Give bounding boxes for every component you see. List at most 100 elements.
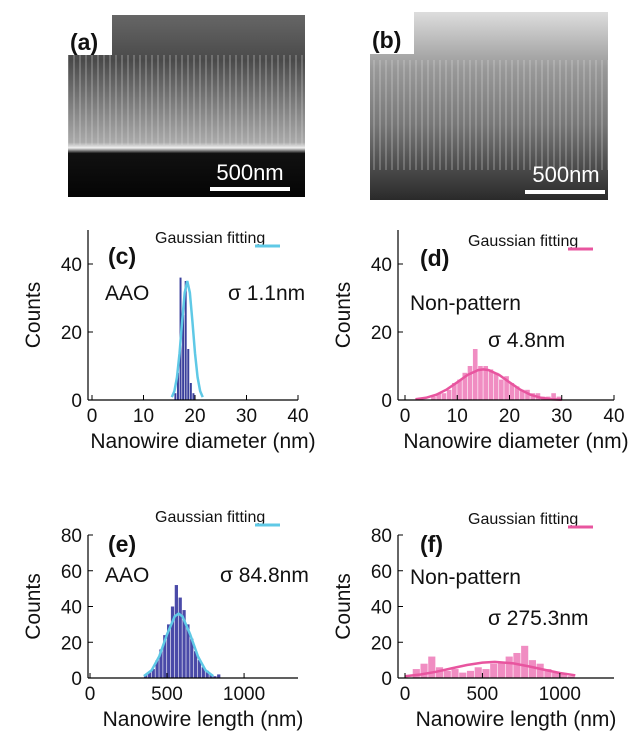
fit-curve (170, 280, 204, 398)
bar (452, 383, 457, 400)
x-axis-label: Nanowire length (nm) (103, 708, 304, 731)
scale-bar-label: 500nm (532, 162, 599, 187)
y-tick-label: 20 (61, 633, 82, 654)
sem-image-a: (a) 500nm (68, 15, 305, 197)
bar (441, 393, 447, 400)
bar (474, 667, 482, 678)
y-tick-label: 40 (61, 255, 82, 276)
bar (147, 672, 152, 678)
fit-curve (404, 660, 576, 678)
bar (197, 660, 202, 678)
x-tick-label: 0 (400, 406, 411, 427)
bar (505, 656, 513, 678)
x-tick-label: 10 (447, 406, 468, 427)
panel-label: (d) (420, 245, 449, 271)
sigma-label: σ 275.3nm (488, 607, 589, 630)
bar (151, 669, 155, 678)
panel-label: (b) (372, 27, 401, 53)
panel-label: (e) (108, 531, 136, 557)
sample-label: Non-pattern (410, 566, 521, 589)
x-axis-label: Nanowire length (nm) (416, 708, 617, 731)
bar (462, 372, 468, 400)
sample-label: AAO (105, 564, 149, 587)
bar (431, 396, 436, 400)
scale-bar (210, 187, 290, 191)
bar (559, 674, 567, 678)
bar (184, 281, 187, 400)
fit-curve (415, 368, 562, 402)
bar (159, 649, 163, 678)
bar (446, 389, 452, 400)
bar (189, 383, 192, 400)
x-tick-label: 0 (87, 406, 98, 427)
bar (428, 656, 436, 678)
bar (457, 379, 462, 400)
x-axis-label: Nanowire diameter (nm) (403, 430, 628, 453)
bar (412, 669, 420, 678)
y-tick-label: 20 (371, 323, 392, 344)
bar (482, 669, 490, 678)
bar (192, 393, 195, 400)
bar (178, 597, 182, 678)
x-tick-label: 500 (151, 684, 183, 705)
bar (459, 672, 467, 678)
sigma-label: σ 84.8nm (220, 564, 309, 587)
panel-label: (a) (70, 29, 98, 55)
sigma-label: σ 4.8nm (488, 329, 565, 352)
bar (174, 585, 178, 678)
x-tick-label: 500 (467, 684, 499, 705)
y-tick-label: 0 (71, 391, 82, 412)
bar (217, 674, 221, 678)
y-tick-label: 0 (71, 669, 82, 690)
y-axis-label: Counts (332, 282, 355, 349)
y-tick-label: 40 (61, 598, 82, 619)
bar (499, 379, 504, 400)
bar (182, 610, 186, 678)
x-tick-label: 20 (184, 406, 205, 427)
bar (163, 635, 167, 678)
bar (187, 349, 190, 400)
y-tick-label: 60 (61, 562, 82, 583)
y-tick-label: 80 (371, 526, 392, 547)
y-tick-label: 20 (371, 633, 392, 654)
x-tick-label: 1000 (539, 684, 581, 705)
bar (435, 667, 444, 678)
panel-label: (c) (108, 243, 136, 269)
bar (504, 376, 509, 400)
sample-label: Non-pattern (410, 292, 521, 315)
fit-curve (143, 612, 215, 678)
y-tick-label: 0 (381, 669, 392, 690)
scale-bar-label: 500nm (216, 160, 283, 185)
x-tick-label: 10 (133, 406, 154, 427)
bar (488, 369, 494, 400)
bar (567, 676, 575, 678)
sample-label: AAO (105, 282, 149, 305)
legend-label: Gaussian fitting (468, 511, 578, 528)
bar (490, 663, 498, 678)
bar (420, 663, 428, 678)
bar (478, 366, 483, 400)
x-tick-label: 40 (287, 406, 308, 427)
bar (443, 670, 451, 678)
bar (436, 393, 441, 400)
bar (467, 366, 473, 400)
y-tick-label: 80 (61, 526, 82, 547)
bar (472, 349, 478, 400)
bar (513, 652, 521, 678)
legend-label: Gaussian fitting (468, 233, 578, 250)
bar (528, 660, 536, 678)
bar (170, 606, 175, 678)
sigma-label: σ 1.1nm (228, 282, 305, 305)
bar (182, 315, 185, 400)
x-tick-label: 1000 (223, 684, 265, 705)
y-axis-label: Counts (22, 282, 45, 349)
x-tick-label: 0 (85, 684, 96, 705)
bar (155, 660, 159, 678)
bar (483, 366, 488, 400)
bar (190, 638, 194, 678)
x-tick-label: 20 (499, 406, 520, 427)
y-axis-label: Counts (332, 573, 355, 640)
bar (493, 372, 499, 400)
x-tick-label: 30 (236, 406, 257, 427)
